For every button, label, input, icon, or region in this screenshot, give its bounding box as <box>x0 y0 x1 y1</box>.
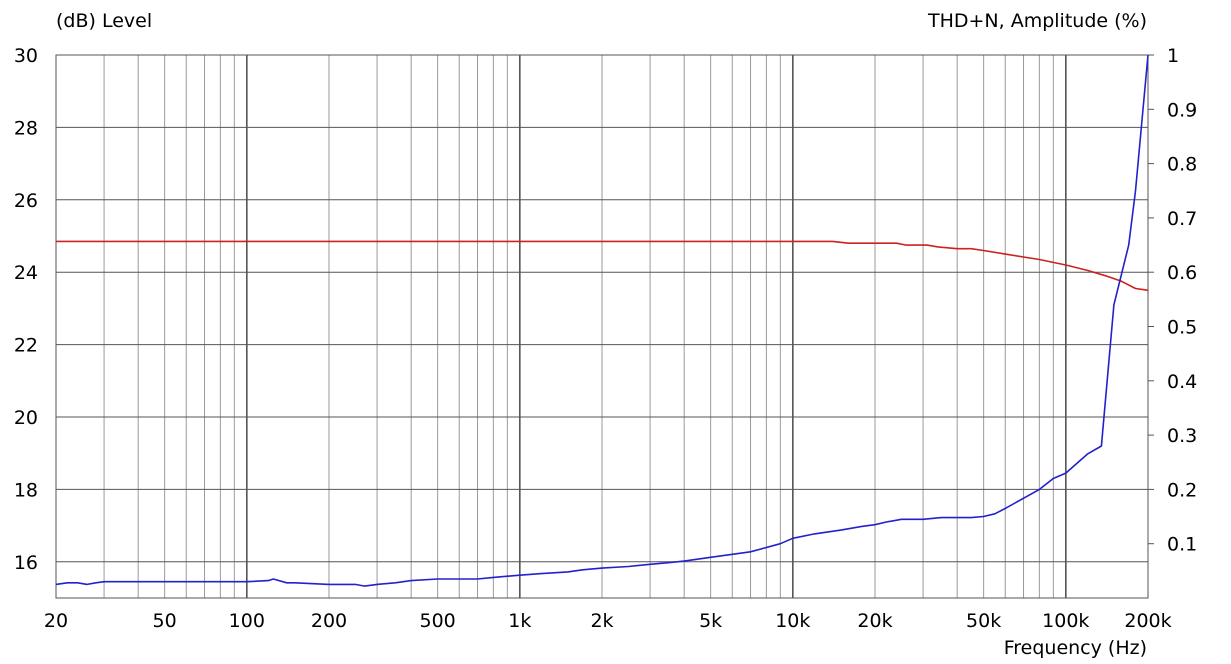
y-right-tick-label: 0.9 <box>1167 99 1197 121</box>
x-tick-label: 2k <box>590 610 613 632</box>
axis-tick-marks <box>1148 54 1154 545</box>
y-left-tick-label: 30 <box>14 45 38 67</box>
y-left-tick-label: 22 <box>14 335 38 357</box>
y-right-tick-label: 0.8 <box>1167 154 1197 176</box>
y-right-tick-label: 0.6 <box>1167 262 1197 284</box>
y-left-tick-label: 20 <box>14 407 38 429</box>
right-axis-label: THD+N, Amplitude (%) <box>927 10 1147 32</box>
x-tick-label: 20k <box>857 610 892 632</box>
y-right-tick-labels: 0.1 0.2 0.3 0.4 0.5 0.6 0.7 0.8 0.9 1 <box>1167 45 1197 556</box>
thd-amplitude-series-line <box>55 54 1149 587</box>
y-right-tick-label: 0.4 <box>1167 371 1197 393</box>
y-right-tick-label: 0.2 <box>1167 479 1197 501</box>
x-tick-label: 200 <box>311 610 347 632</box>
series-layer <box>55 54 1149 587</box>
y-left-tick-labels: 16 18 20 22 24 26 28 30 <box>14 45 38 574</box>
y-right-tick-label: 0.1 <box>1167 534 1197 556</box>
y-right-tick-label: 1 <box>1167 45 1179 67</box>
x-tick-label: 100 <box>229 610 265 632</box>
y-left-tick-label: 16 <box>14 552 38 574</box>
x-tick-label: 50k <box>966 610 1001 632</box>
y-right-tick-label: 0.5 <box>1167 317 1197 339</box>
x-tick-label: 1k <box>508 610 531 632</box>
x-tick-label: 500 <box>420 610 456 632</box>
x-tick-label: 50 <box>153 610 177 632</box>
x-tick-label: 100k <box>1042 610 1089 632</box>
y-left-tick-label: 24 <box>14 262 38 284</box>
x-tick-label: 10k <box>775 610 810 632</box>
y-left-tick-label: 28 <box>14 117 38 139</box>
y-left-tick-label: 18 <box>14 479 38 501</box>
minor-gridlines <box>55 55 1149 598</box>
x-tick-labels: 20 50 100 200 500 1k 2k 5k 10k 20k 50k 100k 200k <box>44 610 1172 632</box>
x-tick-label: 200k <box>1124 610 1171 632</box>
y-right-tick-label: 0.3 <box>1167 425 1197 447</box>
y-right-tick-label: 0.7 <box>1167 208 1197 230</box>
left-axis-label: (dB) Level <box>56 10 152 32</box>
x-axis-label: Frequency (Hz) <box>1004 637 1147 659</box>
level-series-line <box>56 240 1149 292</box>
x-tick-label: 5k <box>699 610 722 632</box>
y-left-tick-label: 26 <box>14 190 38 212</box>
x-tick-label: 20 <box>44 610 68 632</box>
